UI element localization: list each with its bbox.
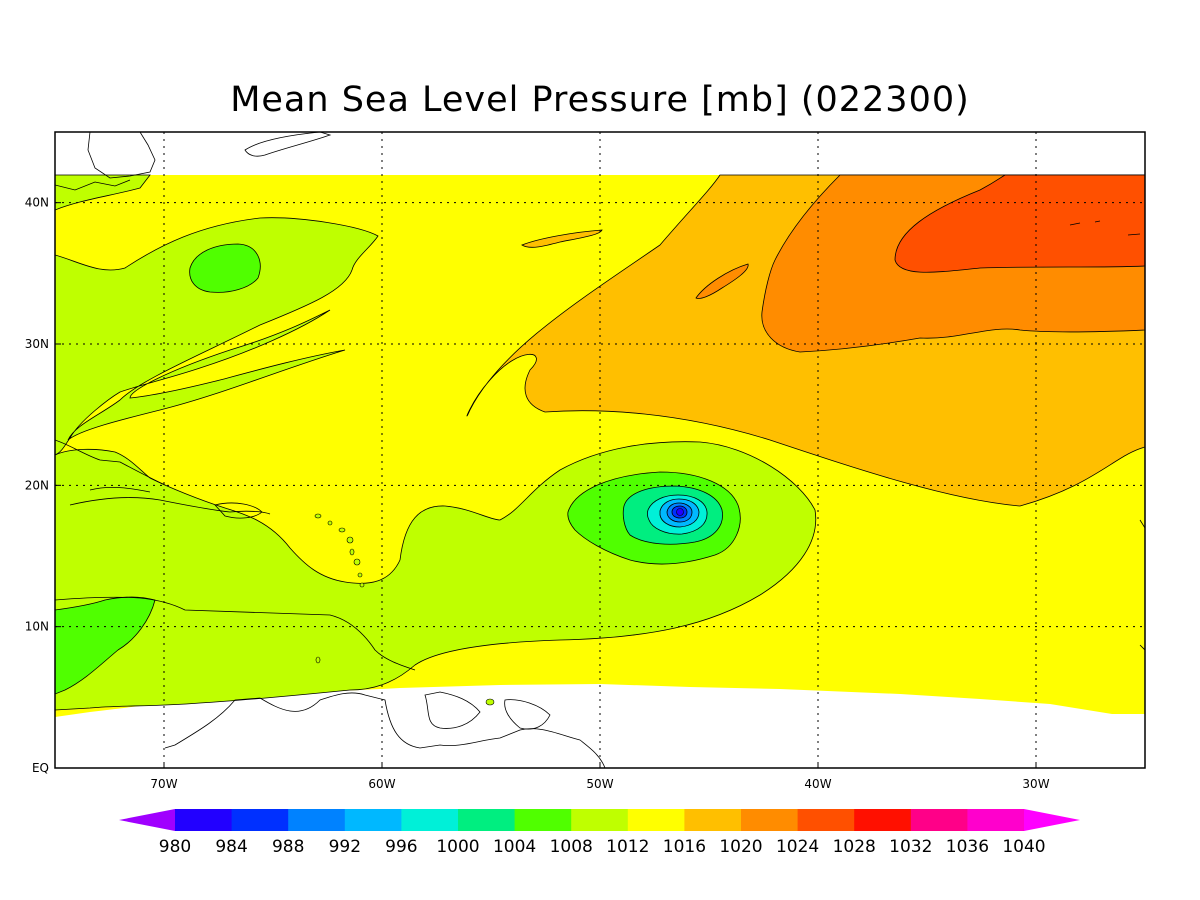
colorbar-swatch-4 [401,809,459,831]
tick-label-lon-4: 30W [1022,777,1049,791]
band-1020-streak [695,263,749,299]
colorbar-label-10: 1020 [719,837,762,857]
band-1008-central [55,217,379,456]
islands [314,513,495,706]
colorbar: 980 984 988 992 996 1000 1004 1008 1012 1016 1020 1… [119,809,1080,857]
colorbar-label-3: 992 [329,837,361,857]
colorbar-label-4: 996 [385,837,417,857]
colorbar-swatch-1 [231,809,289,831]
colorbar-label-1: 984 [215,837,247,857]
band-1004-nw [189,243,261,293]
colorbar-label-11: 1024 [776,837,819,857]
colorbar-label-7: 1008 [550,837,593,857]
colorbar-label-12: 1028 [833,837,876,857]
colorbar-label-8: 1012 [606,837,649,857]
tick-label-lat-2: 20N [25,478,49,492]
low-center [676,508,684,516]
graticule [55,132,1145,768]
colorbar-label-14: 1036 [946,837,989,857]
colorbar-swatch-14 [967,809,1025,831]
band-1016-streak [521,229,603,248]
colorbar-swatch-3 [344,809,402,831]
colorbar-label-6: 1004 [493,837,536,857]
pressure-field [55,132,1145,768]
colorbar-swatch-11 [797,809,855,831]
tick-label-lat-1: 10N [25,620,49,634]
colorbar-swatch-7 [571,809,629,831]
band-1024 [894,174,1145,273]
colorbar-swatch-10 [741,809,799,831]
tick-label-lon-0: 70W [150,777,177,791]
colorbar-label-9: 1016 [663,837,706,857]
map-title: Mean Sea Level Pressure [mb] (022300) [230,80,970,120]
coastlines [55,132,1145,768]
tick-label-lat-0: EQ [32,761,49,775]
tick-label-lat-4: 40N [25,196,49,210]
colorbar-swatch-6 [514,809,572,831]
colorbar-swatch-2 [288,809,346,831]
tick-label-lat-3: 30N [25,337,49,351]
tick-label-lon-1: 60W [368,777,395,791]
colorbar-swatch-5 [458,809,516,831]
colorbar-label-5: 1000 [436,837,479,857]
colorbar-swatch-9 [684,809,742,831]
colorbar-label-13: 1032 [889,837,932,857]
colorbar-label-0: 980 [159,837,191,857]
colorbar-arrow-high [1024,809,1080,831]
colorbar-swatch-12 [854,809,912,831]
band-1004-west [55,596,156,695]
colorbar-label-2: 988 [272,837,304,857]
colorbar-swatch-13 [910,809,968,831]
colorbar-swatch-0 [175,809,233,831]
colorbar-label-15: 1040 [1002,837,1045,857]
axis-ticks: 70W 60W 50W 40W 30W EQ 10N 20N 30N 40N [25,196,1050,791]
tick-label-lon-3: 40W [804,777,831,791]
tick-label-lon-2: 50W [586,777,613,791]
colorbar-swatch-8 [627,809,685,831]
band-1008-west [55,174,151,211]
colorbar-arrow-low [119,809,175,831]
